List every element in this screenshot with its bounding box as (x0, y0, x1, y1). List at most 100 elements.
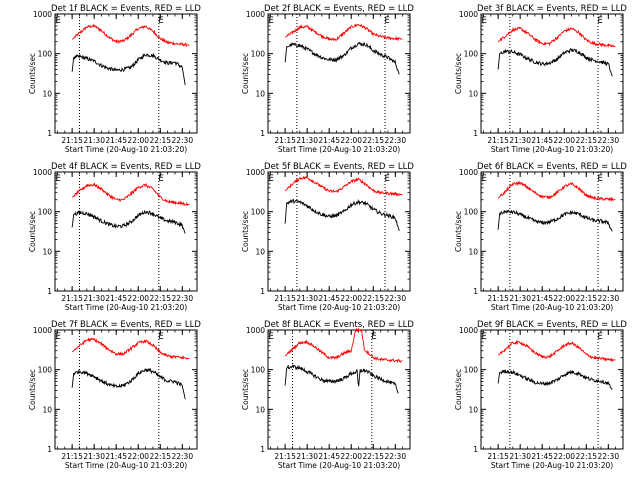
event-marker-label: E (269, 16, 274, 26)
event-marker-label: E (158, 332, 163, 342)
y-tick-label: 10 (468, 89, 478, 98)
x-tick-label: 21:45 (105, 136, 127, 145)
x-tick-label: 22:15 (149, 136, 171, 145)
x-tick-label: 21:30 (296, 294, 318, 303)
lld-rate-series (284, 175, 403, 197)
event-marker-label: E (482, 174, 487, 184)
y-tick-label: 100 (251, 366, 266, 375)
x-tick-label: 21:30 (509, 294, 531, 303)
y-tick-label: 100 (251, 50, 266, 59)
y-tick-label: 1 (47, 287, 52, 296)
plot-frame (480, 171, 624, 292)
y-tick-label: 1 (473, 287, 478, 296)
x-tick-label: 21:30 (296, 136, 318, 145)
x-tick-label: 21:15 (487, 136, 509, 145)
x-axis-label: Start Time (20-Aug-10 21:03:20) (278, 461, 400, 470)
y-tick-label: 1000 (459, 326, 478, 335)
event-marker-label: E (56, 16, 61, 26)
lld-rate-series (71, 182, 190, 207)
lld-rate-series (71, 337, 190, 360)
y-tick-label: 1000 (33, 326, 52, 335)
y-tick-label: 1000 (459, 168, 478, 177)
x-tick-label: 22:15 (362, 136, 384, 145)
events-rate-series (284, 198, 400, 232)
y-tick-label: 10 (255, 405, 265, 414)
panel-det-1: Det 1f BLACK = Events, RED = LLD 1 10 100 10… (28, 4, 201, 154)
x-tick-label: 22:00 (553, 294, 575, 303)
x-tick-label: 22:30 (384, 294, 406, 303)
x-tick-label: 22:30 (597, 452, 619, 461)
y-tick-label: 100 (251, 208, 266, 217)
y-tick-label: 10 (255, 89, 265, 98)
event-marker-label: E (598, 332, 603, 342)
panel-title: Det 3f BLACK = Events, RED = LLD (477, 4, 627, 14)
y-tick-label: 10 (468, 247, 478, 256)
panel-det-7: Det 7f BLACK = Events, RED = LLD 1 10 100 10… (28, 320, 201, 470)
x-tick-label: 21:30 (83, 294, 105, 303)
x-tick-label: 21:15 (487, 452, 509, 461)
y-axis-label: Counts/sec (241, 53, 250, 94)
panel-det-6: Det 6f BLACK = Events, RED = LLD 1 10 100 10… (454, 162, 627, 312)
panel-det-9: Det 9f BLACK = Events, RED = LLD 1 10 100 10… (454, 320, 627, 470)
x-tick-label: 22:30 (597, 294, 619, 303)
y-axis-label: Counts/sec (28, 53, 37, 94)
y-tick-label: 1 (473, 445, 478, 454)
event-marker-label: E (158, 16, 163, 26)
x-axis-label: Start Time (20-Aug-10 21:03:20) (491, 303, 613, 312)
plot-frame (267, 329, 411, 450)
y-tick-label: 1 (260, 445, 265, 454)
events-rate-series (71, 52, 186, 86)
plot-frame (54, 13, 198, 134)
plot-frame (267, 171, 411, 292)
events-rate-series (497, 209, 613, 232)
event-marker-label: E (269, 174, 274, 184)
x-tick-label: 22:15 (575, 136, 597, 145)
x-tick-label: 22:30 (171, 294, 193, 303)
x-tick-label: 22:15 (362, 294, 384, 303)
panel-title: Det 4f BLACK = Events, RED = LLD (51, 162, 201, 172)
lld-rate-series (497, 339, 616, 363)
panel-det-4: Det 4f BLACK = Events, RED = LLD 1 10 100 10… (28, 162, 201, 312)
x-tick-label: 22:15 (149, 452, 171, 461)
y-axis-label: Counts/sec (454, 53, 463, 94)
events-rate-series (71, 367, 186, 400)
x-axis-label: Start Time (20-Aug-10 21:03:20) (491, 461, 613, 470)
y-tick-label: 1 (47, 445, 52, 454)
x-tick-label: 21:15 (61, 136, 83, 145)
y-tick-label: 10 (42, 405, 52, 414)
x-tick-label: 21:15 (61, 452, 83, 461)
y-tick-label: 100 (38, 208, 53, 217)
panel-det-2: Det 2f BLACK = Events, RED = LLD 1 10 100 10… (241, 4, 414, 154)
x-tick-label: 22:15 (575, 294, 597, 303)
x-tick-label: 22:30 (384, 136, 406, 145)
panel-det-8: Det 8f BLACK = Events, RED = LLD 1 10 100 10… (241, 320, 414, 470)
panel-title: Det 7f BLACK = Events, RED = LLD (51, 320, 201, 330)
event-marker-label: E (385, 174, 390, 184)
panel-det-3: Det 3f BLACK = Events, RED = LLD 1 10 100 10… (454, 4, 627, 154)
plot-frame (480, 13, 624, 134)
x-tick-label: 21:45 (105, 294, 127, 303)
y-axis-label: Counts/sec (241, 211, 250, 252)
lld-rate-series (497, 180, 616, 202)
x-tick-label: 21:45 (531, 136, 553, 145)
events-rate-series (71, 209, 186, 234)
y-tick-label: 1000 (459, 10, 478, 19)
y-tick-label: 10 (468, 405, 478, 414)
events-rate-series (284, 364, 399, 394)
x-tick-label: 22:30 (171, 136, 193, 145)
x-tick-label: 22:00 (127, 136, 149, 145)
x-axis-label: Start Time (20-Aug-10 21:03:20) (278, 145, 400, 154)
x-tick-label: 21:45 (105, 452, 127, 461)
y-tick-label: 1 (47, 129, 52, 138)
x-tick-label: 22:00 (340, 294, 362, 303)
x-tick-label: 22:00 (553, 452, 575, 461)
y-tick-label: 100 (38, 50, 53, 59)
y-tick-label: 100 (464, 366, 479, 375)
x-tick-label: 21:45 (318, 294, 340, 303)
events-rate-series (284, 41, 400, 75)
x-axis-label: Start Time (20-Aug-10 21:03:20) (65, 461, 187, 470)
x-axis-label: Start Time (20-Aug-10 21:03:20) (491, 145, 613, 154)
y-tick-label: 1000 (246, 326, 265, 335)
y-tick-label: 1 (260, 287, 265, 296)
